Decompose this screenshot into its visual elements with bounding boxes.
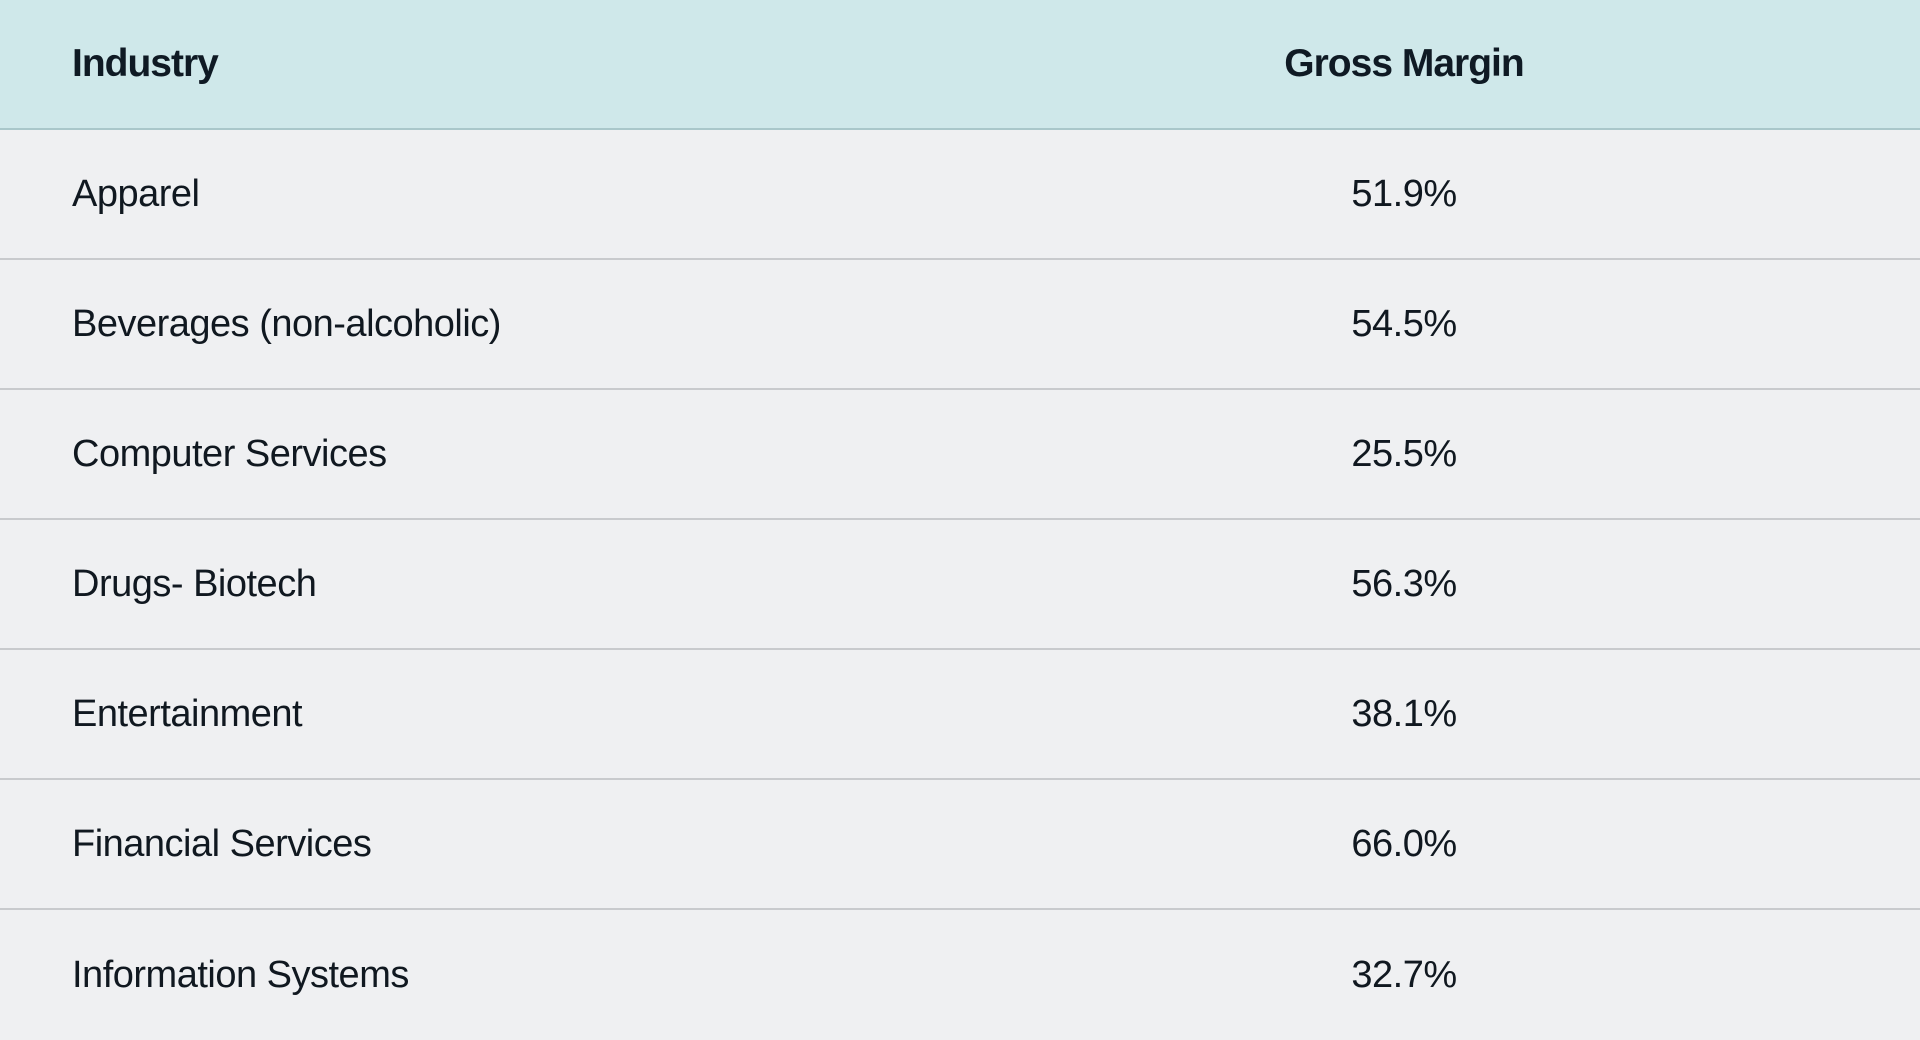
table-row: Financial Services 66.0% (0, 780, 1920, 910)
gross-margin-cell: 54.5% (1351, 302, 1457, 345)
table-row: Apparel 51.9% (0, 130, 1920, 260)
table-row: Computer Services 25.5% (0, 390, 1920, 520)
industry-cell: Apparel (72, 172, 200, 215)
industry-column-header: Industry (72, 42, 219, 85)
industry-cell: Entertainment (72, 692, 303, 735)
gross-margin-cell: 56.3% (1351, 562, 1457, 605)
gross-margin-column-header: Gross Margin (1284, 42, 1524, 85)
table-row: Entertainment 38.1% (0, 650, 1920, 780)
gross-margin-cell: 51.9% (1351, 172, 1457, 215)
gross-margin-cell: 66.0% (1351, 822, 1457, 865)
gross-margin-cell: 32.7% (1351, 953, 1457, 996)
industry-cell: Drugs- Biotech (72, 562, 317, 605)
industry-cell: Computer Services (72, 432, 387, 475)
gross-margin-cell: 25.5% (1351, 432, 1457, 475)
table-header-row: Industry Gross Margin (0, 0, 1920, 130)
industry-cell: Beverages (non-alcoholic) (72, 302, 501, 345)
table-row: Beverages (non-alcoholic) 54.5% (0, 260, 1920, 390)
table-row: Drugs- Biotech 56.3% (0, 520, 1920, 650)
industry-cell: Information Systems (72, 953, 409, 996)
gross-margin-cell: 38.1% (1351, 692, 1457, 735)
industry-cell: Financial Services (72, 822, 372, 865)
table-row: Information Systems 32.7% (0, 910, 1920, 1040)
